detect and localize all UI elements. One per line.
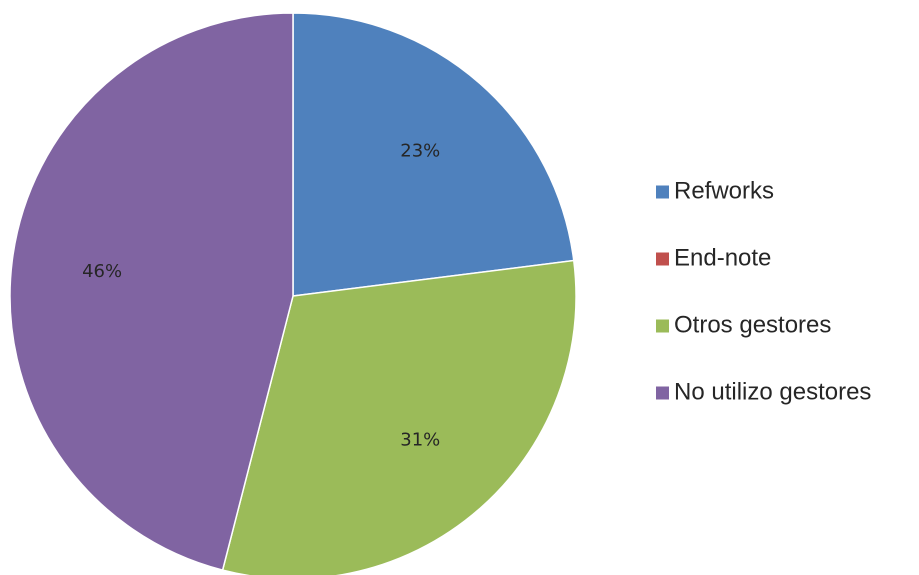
data-label-no-utilizo-gestores: 46% [82, 261, 122, 282]
legend-label-refworks: Refworks [674, 177, 774, 204]
legend-label-otros-gestores: Otros gestores [674, 311, 831, 338]
legend-label-end-note: End-note [674, 244, 771, 271]
legend-item-end-note: End-note [656, 244, 771, 271]
pie-slice-no-utilizo-gestores [9, 12, 294, 572]
data-label-otros-gestores: 31% [400, 429, 440, 450]
pie-slice-otros-gestores [221, 259, 577, 575]
legend-swatch-no-utilizo-gestores [656, 386, 669, 400]
legend: Refworks End-note Otros gestores No utilizo… [656, 177, 871, 405]
data-label-refworks: 23% [400, 141, 440, 162]
legend-item-otros-gestores: Otros gestores [656, 311, 831, 338]
pie-slice-refworks [292, 12, 575, 297]
legend-label-no-utilizo-gestores: No utilizo gestores [674, 378, 871, 405]
legend-item-refworks: Refworks [656, 177, 774, 204]
legend-swatch-otros-gestores [656, 319, 669, 333]
pie-data-labels: 23% 31% 46% [82, 141, 440, 451]
legend-swatch-refworks [656, 185, 669, 199]
legend-item-no-utilizo-gestores: No utilizo gestores [656, 378, 871, 405]
legend-swatch-end-note [656, 252, 669, 266]
pie-slices [9, 12, 577, 575]
